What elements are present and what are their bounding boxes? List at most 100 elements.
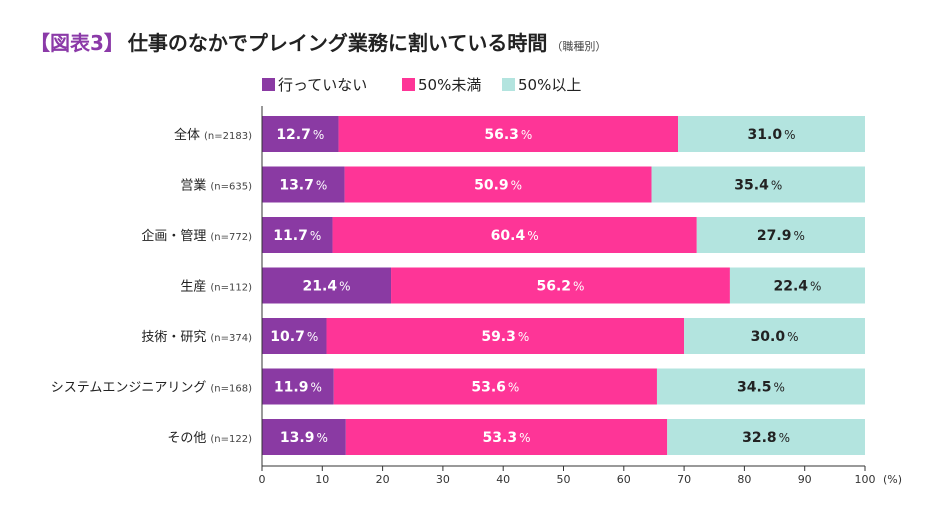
category-name: システムエンジニアリング [51,381,207,396]
data-value: 60.4 [491,228,526,244]
legend: 行っていない 50%未満 50%以上 [262,76,581,94]
data-value: 11.9 [274,380,309,396]
sample-size: (n=122) [210,434,252,445]
data-unit: % [521,128,532,142]
data-label: 56.3% [484,127,532,143]
data-label: 50.9% [474,178,522,194]
category-name: 全体 [174,127,200,143]
data-value: 12.7 [276,127,311,143]
bar-segment [332,217,697,253]
bar-segment [333,368,657,405]
data-unit: % [810,280,821,294]
x-tick-label: 20 [376,473,390,486]
data-value: 59.3 [481,329,516,345]
bar-segment [656,368,865,405]
data-value: 13.9 [280,430,315,446]
bar-segment [262,419,346,455]
data-label: 13.9% [280,430,328,446]
data-value: 53.6 [471,380,506,396]
data-value: 32.8 [742,430,777,446]
data-label: 27.9% [757,228,805,244]
data-label: 60.4% [491,228,539,244]
data-value: 27.9 [757,228,792,244]
data-unit: % [307,330,318,344]
legend-swatch [502,78,515,91]
data-unit: % [793,229,804,243]
data-unit: % [313,128,324,142]
sample-size: (n=772) [210,232,252,243]
category-label: システムエンジニアリング (n=168) [51,381,252,396]
x-axis-unit: (%) [883,473,902,486]
bar-segment [678,116,865,152]
data-label: 31.0% [748,127,796,143]
data-unit: % [573,280,584,294]
data-label: 56.2% [537,279,585,295]
data-unit: % [774,381,785,395]
category-name: 生産 [180,279,206,295]
category-label: 生産 (n=112) [180,279,252,295]
sample-size: (n=374) [210,333,252,344]
bar-segment [345,419,668,455]
data-unit: % [771,179,782,193]
category-label: 営業 (n=635) [180,178,252,194]
data-unit: % [787,330,798,344]
data-unit: % [519,431,530,445]
sample-size: (n=635) [210,182,252,193]
x-tick-label: 80 [737,473,751,486]
x-tick-label: 40 [496,473,510,486]
data-value: 22.4 [773,279,808,295]
data-unit: % [784,128,795,142]
data-value: 56.2 [537,279,572,295]
legend-swatch [262,78,275,91]
category-name: 企画・管理 [141,228,206,244]
data-unit: % [779,431,790,445]
legend-label: 50%以上 [518,76,581,94]
data-label: 11.9% [274,380,322,396]
bar-segment [262,318,327,354]
bar-segment [326,318,685,354]
bar-segment [262,217,333,253]
legend-swatch [402,78,415,91]
data-label: 21.4% [303,279,351,295]
bar-segment [667,419,865,455]
bar-segment [338,116,679,152]
bar-segment [391,267,730,304]
figure-number: 【図表3】 [30,31,124,55]
data-label: 12.7% [276,127,324,143]
category-label: 技術・研究 (n=374) [141,330,252,345]
data-value: 31.0 [748,127,783,143]
x-tick-label: 10 [315,473,329,486]
data-value: 30.0 [751,329,786,345]
data-label: 53.3% [483,430,531,446]
data-value: 53.3 [483,430,518,446]
category-label: その他 (n=122) [167,431,252,446]
data-value: 56.3 [484,127,519,143]
data-value: 21.4 [303,279,338,295]
data-label: 11.7% [273,228,321,244]
data-label: 34.5% [737,380,785,396]
data-value: 50.9 [474,178,509,194]
data-unit: % [316,431,327,445]
title-subtitle: （職種別） [551,40,607,53]
data-label: 10.7% [270,329,318,345]
data-unit: % [310,229,321,243]
data-value: 35.4 [734,178,769,194]
data-label: 30.0% [751,329,799,345]
title-text: 仕事のなかでプレイング業務に割いている時間 [127,31,548,55]
data-value: 10.7 [270,329,305,345]
data-unit: % [316,179,327,193]
category-name: 営業 [180,178,206,194]
category-label: 全体 (n=2183) [174,127,252,143]
category-name: 技術・研究 [141,330,206,345]
sample-size: (n=168) [210,384,252,395]
legend-label: 行っていない [278,76,367,94]
data-label: 22.4% [773,279,821,295]
data-label: 59.3% [481,329,529,345]
bar-segment [684,318,865,354]
chart-title: 【図表3】 仕事のなかでプレイング業務に割いている時間 （職種別） [30,30,606,60]
data-unit: % [527,229,538,243]
data-label: 53.6% [471,380,519,396]
bar-segment [262,267,392,304]
category-name: その他 [167,431,206,446]
